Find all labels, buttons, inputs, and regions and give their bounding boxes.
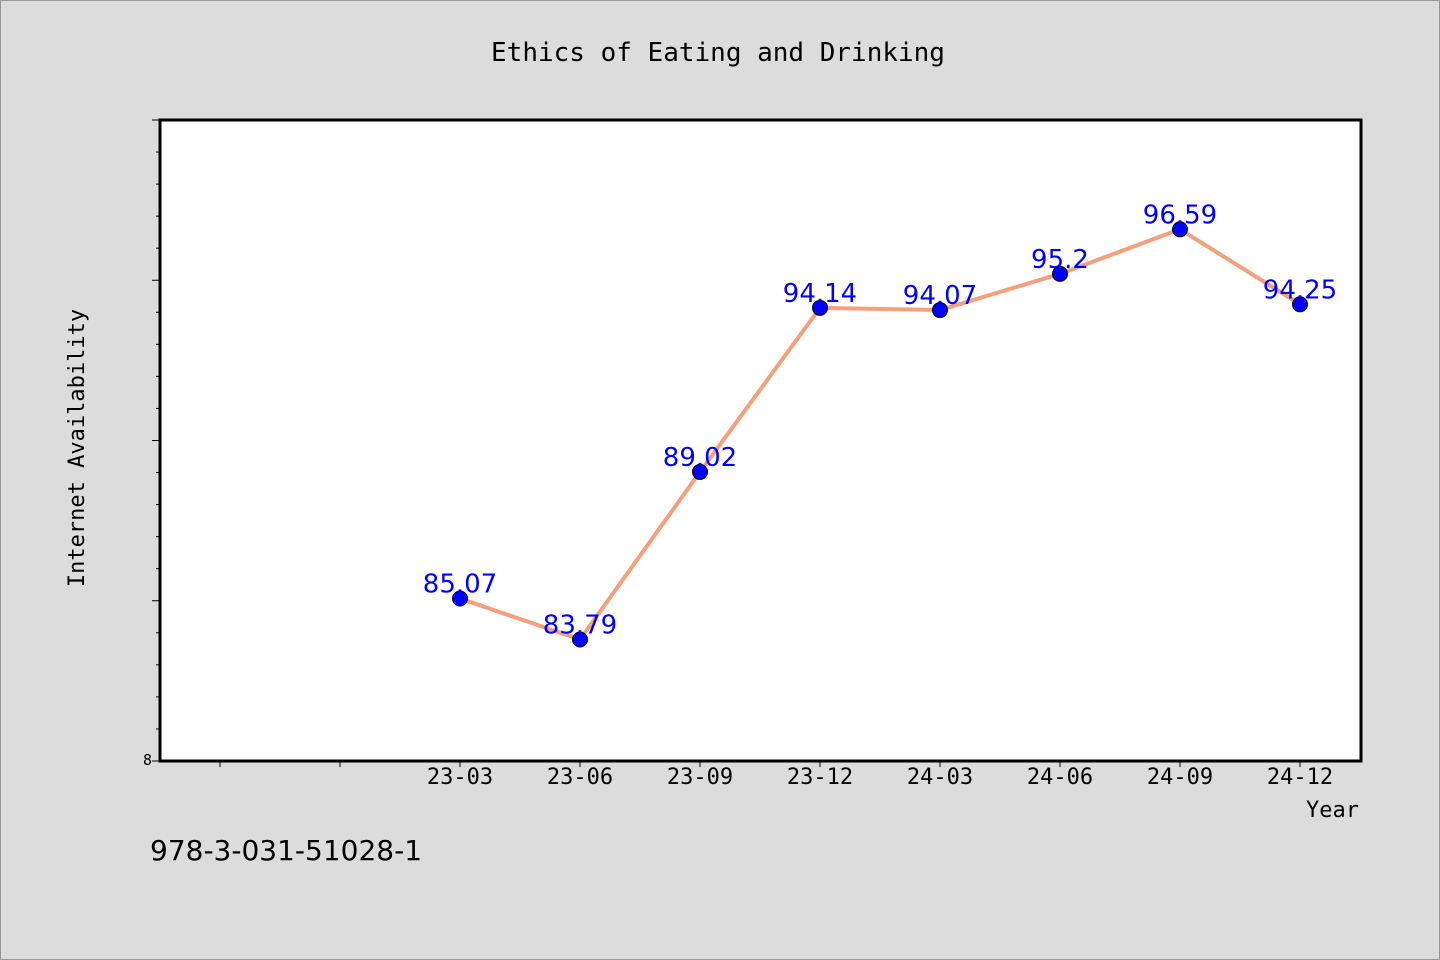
x-axis-label: Year <box>1306 798 1359 823</box>
data-point <box>692 463 708 480</box>
data-label: 96.59 <box>1143 200 1217 230</box>
series-group: 85.07 83.79 89.02 94.14 94.07 95.2 96.59 94.25 <box>423 200 1337 648</box>
data-label: 83.79 <box>543 611 617 641</box>
x-tick-label: 24-12 <box>1267 765 1333 790</box>
data-label: 94.25 <box>1263 275 1337 305</box>
x-tick-label: 24-09 <box>1147 765 1213 790</box>
x-tick-label: 24-03 <box>907 765 973 790</box>
data-point <box>932 302 948 319</box>
x-tick-label: 23-03 <box>427 765 493 790</box>
x-axis-ticks <box>219 761 1301 767</box>
data-point <box>452 590 468 607</box>
data-label: 94.07 <box>903 281 977 311</box>
data-label: 95.2 <box>1031 245 1089 275</box>
data-label: 94.14 <box>783 279 857 309</box>
x-axis-tick-labels: 23-03 23-06 23-09 23-12 24-03 24-06 24-09 24-12 <box>427 765 1333 790</box>
y-axis-label: Internet Availability <box>65 309 90 587</box>
series-line <box>459 227 1302 642</box>
footer-identifier: 978-3-031-51028-1 <box>150 834 423 867</box>
x-tick-label: 24-06 <box>1027 765 1093 790</box>
data-point <box>812 299 828 316</box>
data-point <box>1172 221 1188 238</box>
y-tick-label: 8 <box>143 751 152 769</box>
chart-title: Ethics of Eating and Drinking <box>491 38 945 68</box>
data-point <box>1052 265 1068 282</box>
data-label: 89.02 <box>663 443 737 473</box>
data-label: 85.07 <box>423 570 497 600</box>
y-axis-ticks <box>152 119 160 762</box>
data-point <box>572 631 588 648</box>
x-tick-label: 23-06 <box>547 765 613 790</box>
plot-area <box>158 118 1363 763</box>
x-tick-label: 23-12 <box>787 765 853 790</box>
x-tick-label: 23-09 <box>667 765 733 790</box>
data-point <box>1292 296 1308 313</box>
